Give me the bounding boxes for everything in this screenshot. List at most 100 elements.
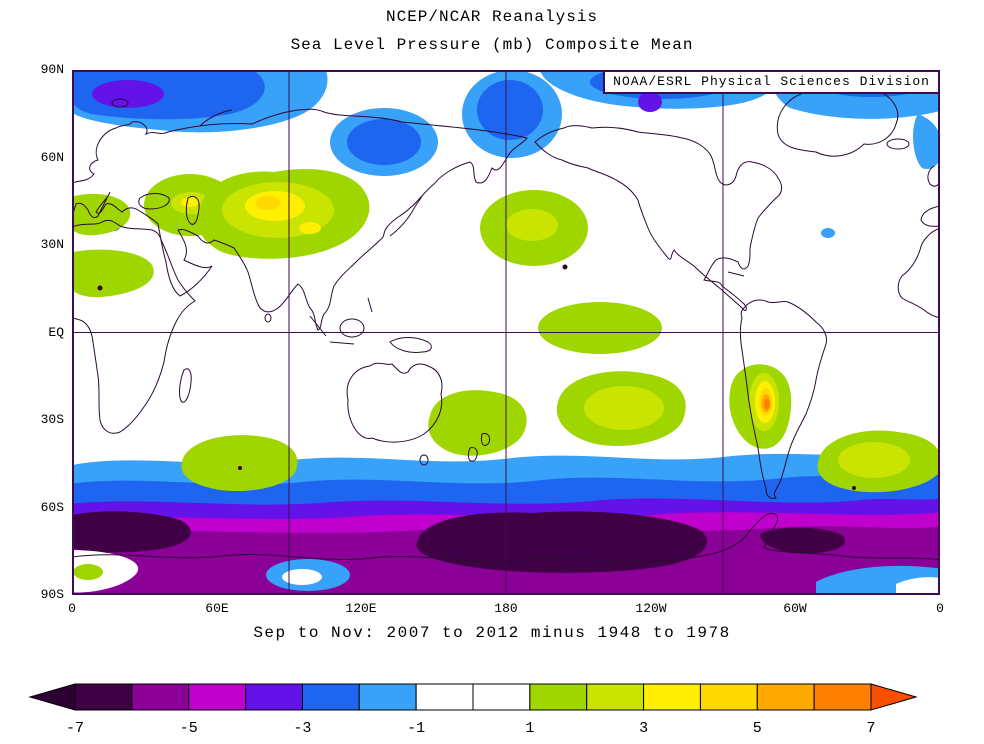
anomaly-central-asia-yellow2 [299, 222, 321, 234]
coast-west-africa [897, 227, 940, 319]
coast-svalbard [111, 98, 129, 108]
colorbar-segment [586, 683, 645, 711]
coast-eurasia [72, 108, 528, 331]
colorbar-right-arrow [870, 683, 918, 711]
anomaly-south-america-orange-core [764, 398, 770, 410]
anomaly-south-atlantic-inner [838, 442, 910, 478]
colorbar-left-arrow [28, 683, 76, 711]
coast-south-america [740, 299, 827, 499]
colorbar-tick-label: -5 [180, 720, 198, 737]
anomaly-canadian-arctic-spot [638, 92, 662, 112]
coast-north-america [534, 125, 783, 311]
colorbar-segment [74, 683, 133, 711]
lon-tick-60w: 60W [783, 601, 807, 616]
lat-tick-90n: 90N [40, 62, 64, 77]
colorbar-segment [415, 683, 474, 711]
colorbar-segment [358, 683, 417, 711]
lon-tick-0-left: 0 [68, 601, 76, 616]
coast-japan [389, 195, 423, 237]
colorbar-tick-label: 5 [753, 720, 762, 737]
map-frame [72, 70, 940, 595]
island-dot-south-georgia [852, 486, 856, 490]
coast-britain [927, 165, 940, 187]
lon-tick-60e: 60E [205, 601, 229, 616]
colorbar-segment [245, 683, 303, 711]
colorbar-segment [529, 683, 588, 711]
colorbar-tick-label: -3 [293, 720, 311, 737]
anomaly-southern-core-pacific [416, 511, 708, 573]
colorbar-tick-label: 1 [525, 720, 534, 737]
anomaly-south-indian-green [181, 435, 298, 492]
colorbar-segment [188, 683, 247, 711]
coast-cuba [727, 271, 745, 277]
coast-antarctica [72, 513, 940, 563]
coast-new-zealand-south [467, 447, 478, 462]
anomaly-equatorial-pacific-green [538, 302, 662, 354]
lon-tick-180: 180 [494, 601, 518, 616]
anomaly-bering-core [477, 80, 543, 140]
island-dot-sahel [97, 285, 103, 291]
anomaly-europe-yellow [181, 197, 199, 207]
anomaly-positive-regions [72, 168, 940, 493]
colorbar-segment [301, 683, 360, 711]
coast-borneo [339, 318, 365, 338]
lon-tick-120w: 120W [635, 601, 667, 616]
colorbar-segment [131, 683, 190, 711]
coast-black-sea [138, 193, 170, 210]
anomaly-atlantic-small-spot [821, 228, 835, 238]
coast-novaya-zemlya [199, 109, 233, 127]
lat-tick-30s: 30S [40, 412, 64, 427]
plot-title-line2: Sea Level Pressure (mb) Composite Mean [290, 36, 694, 54]
lat-tick-eq: EQ [48, 325, 64, 340]
credit-text: NOAA/ESRL Physical Sciences Division [613, 74, 930, 89]
credit-box: NOAA/ESRL Physical Sciences Division [603, 70, 940, 94]
lat-tick-30n: 30N [40, 237, 64, 252]
anomaly-hawaii-inner [506, 209, 558, 241]
coast-sumatra [309, 315, 327, 337]
coast-africa [72, 219, 196, 434]
lon-tick-0-right: 0 [936, 601, 944, 616]
composite-caption: Sep to Nov: 2007 to 2012 minus 1948 to 1… [253, 624, 731, 642]
anomaly-north-atlantic-edge-tongue [913, 114, 940, 169]
anomaly-southern-core-atlantic [760, 527, 846, 554]
lat-tick-90s: 90S [40, 587, 64, 602]
coast-tasmania [419, 454, 429, 466]
coast-iberia [920, 205, 940, 227]
colorbar-tick-label: -1 [407, 720, 425, 737]
anomaly-australia-green [428, 390, 527, 456]
colorbar-tick-label: 3 [639, 720, 648, 737]
coast-java [329, 341, 355, 345]
antarctic-white-corner-right [896, 577, 940, 595]
coast-caspian-sea [185, 195, 200, 225]
lon-tick-120e: 120E [345, 601, 377, 616]
anomaly-arctic-barents-core [92, 80, 164, 108]
antarctic-white-patch-left [72, 550, 139, 593]
coast-sri-lanka [264, 313, 272, 323]
gridlines [72, 70, 940, 595]
lat-tick-60s: 60S [40, 500, 64, 515]
coast-philippines [367, 297, 373, 313]
colorbar-segment [472, 683, 531, 711]
coast-australia [346, 362, 443, 443]
coast-iceland [886, 138, 910, 150]
anomaly-north-africa-green1 [72, 193, 131, 236]
anomaly-south-pacific-inner [584, 386, 664, 430]
island-dot-kerguelen [238, 466, 242, 470]
colorbar-segment [756, 683, 815, 711]
coast-new-zealand-north [481, 433, 491, 447]
colorbar-segment [813, 683, 872, 711]
anomaly-southern-core-indian [72, 511, 191, 553]
antarctic-white-patch-center [282, 569, 322, 585]
anomaly-central-asia-gold [256, 196, 280, 210]
colorbar: -7 -5 -3 -1 1 3 5 7 [28, 683, 918, 737]
coast-new-guinea [389, 337, 432, 353]
antarctic-green-spot [73, 564, 103, 580]
colorbar-tick-label: 7 [866, 720, 875, 737]
world-map-contour-plot [72, 70, 940, 595]
island-dot-hawaii [562, 264, 568, 270]
anomaly-ne-siberia-core [347, 119, 421, 165]
plot-title-line1: NCEP/NCAR Reanalysis [385, 8, 599, 26]
anomaly-north-africa-green2 [72, 249, 154, 298]
coastlines [72, 83, 940, 563]
lat-tick-60n: 60N [40, 150, 64, 165]
